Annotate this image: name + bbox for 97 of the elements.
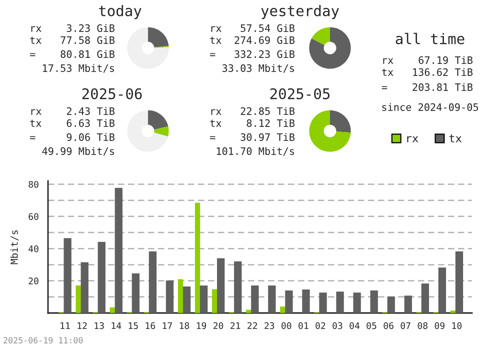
x-tick-label: 02 xyxy=(316,322,326,330)
bar xyxy=(268,285,276,313)
text: rx 3.23 GiB xyxy=(31,24,115,32)
chart-title: 2025-06 xyxy=(82,88,142,100)
y-tick-label: 40 xyxy=(28,245,38,252)
x-tick-label: 22 xyxy=(248,322,258,329)
donut-slice xyxy=(312,27,330,46)
x-tick-label: 05 xyxy=(366,322,376,330)
text: 49.99 Mbit/s xyxy=(42,147,114,156)
bar xyxy=(114,188,122,313)
x-tick-label: 04 xyxy=(350,322,360,330)
x-tick-label: 18 xyxy=(180,322,190,330)
donut-slice xyxy=(309,110,351,152)
bar xyxy=(246,310,252,313)
bar xyxy=(166,280,174,313)
bar xyxy=(76,285,81,313)
bar xyxy=(182,286,191,313)
bar xyxy=(438,267,446,313)
text: since 2024-09-05 xyxy=(382,103,478,111)
text: 17.53 Mbit/s xyxy=(42,64,114,73)
bar xyxy=(319,292,327,313)
text: all time xyxy=(396,32,464,44)
bar xyxy=(455,251,464,313)
text: rx 67.19 TiB xyxy=(383,56,473,64)
x-tick-label: 19 xyxy=(196,322,206,330)
bar xyxy=(80,262,88,313)
bar xyxy=(98,242,106,313)
x-tick-label: 10 xyxy=(452,322,462,330)
chart-title: 2025-05 xyxy=(270,88,330,100)
text: 101.70 Mbit/s xyxy=(216,147,294,156)
donut-slice xyxy=(148,110,168,130)
bar xyxy=(132,273,140,313)
x-tick-label: 23 xyxy=(264,322,274,330)
text: = 30.97 TiB xyxy=(210,133,295,141)
donut-slice xyxy=(127,27,169,69)
x-tick-label: 12 xyxy=(78,322,87,329)
legend-label: tx xyxy=(449,134,462,142)
bar xyxy=(178,279,184,313)
text: = 9.06 TiB xyxy=(30,133,115,141)
text: tx 136.62 TiB xyxy=(382,68,473,76)
text: tx 6.63 TiB xyxy=(30,119,115,127)
bar xyxy=(212,289,218,313)
x-tick-label: 20 xyxy=(214,322,224,330)
x-tick-label: 21 xyxy=(230,322,240,329)
text: tx 274.69 GiB xyxy=(210,36,295,44)
bar xyxy=(421,284,430,313)
text: rx 2.43 TiB xyxy=(31,107,115,115)
x-tick-label: 17 xyxy=(162,322,172,329)
bar xyxy=(217,258,225,313)
x-tick-label: 16 xyxy=(146,322,156,330)
text: = 332.23 GiB xyxy=(210,50,295,58)
donut-slice xyxy=(148,27,169,48)
chart-title: yesterday xyxy=(261,4,339,20)
donut-slice xyxy=(309,27,351,69)
x-tick-label: 00 xyxy=(282,322,292,330)
bar xyxy=(64,238,72,313)
text: 2025-06-19 11:00 xyxy=(4,337,83,344)
bar xyxy=(280,306,286,313)
y-tick-label: 60 xyxy=(28,213,38,220)
bar xyxy=(200,285,208,313)
bar xyxy=(194,202,200,313)
chart-title: today xyxy=(98,4,142,20)
x-tick-label: 13 xyxy=(94,322,104,330)
text: rx 57.54 GiB xyxy=(211,24,295,32)
bar xyxy=(353,292,361,313)
donut-slice xyxy=(127,110,168,152)
x-tick-label: 06 xyxy=(384,322,394,330)
text: tx 8.12 TiB xyxy=(210,119,295,127)
x-tick-label: 09 xyxy=(434,322,444,330)
text: 33.03 Mbit/s xyxy=(222,64,294,73)
text: tx 77.58 GiB xyxy=(30,36,115,44)
x-tick-label: 14 xyxy=(112,322,122,329)
bar xyxy=(370,290,378,313)
donut-slice xyxy=(154,126,169,136)
bar xyxy=(148,251,157,313)
donut-slice xyxy=(330,110,351,133)
text: = 203.81 TiB xyxy=(382,83,473,91)
y-tick-label: 80 xyxy=(28,180,38,188)
bar xyxy=(336,292,344,313)
bar xyxy=(110,307,115,313)
y-tick-label: 20 xyxy=(28,278,38,284)
x-tick-label: 03 xyxy=(332,322,342,330)
text: rx 22.85 TiB xyxy=(211,107,295,115)
bar xyxy=(285,290,293,313)
bar xyxy=(234,261,242,313)
x-tick-label: 07 xyxy=(400,322,410,330)
x-tick-label: 01 xyxy=(298,322,308,330)
bar xyxy=(404,296,412,313)
x-tick-label: 15 xyxy=(128,322,138,330)
bar xyxy=(251,285,259,313)
bar xyxy=(302,290,310,313)
x-tick-label: 08 xyxy=(418,322,428,330)
bar xyxy=(387,296,395,313)
y-axis-title: Mbit/s xyxy=(10,230,19,264)
x-tick-label: 11 xyxy=(60,322,70,329)
legend-label: rx xyxy=(407,136,418,142)
text: = 80.81 GiB xyxy=(30,50,115,58)
